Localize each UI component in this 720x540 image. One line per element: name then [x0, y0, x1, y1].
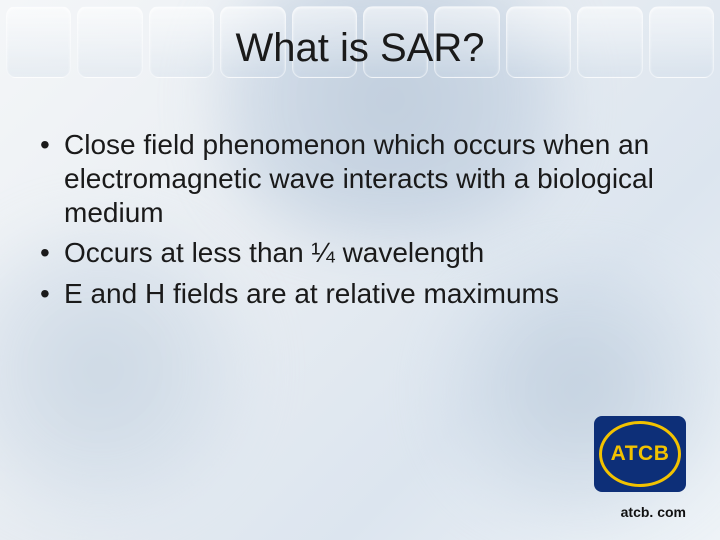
slide-title: What is SAR? [0, 26, 720, 71]
slide-body: Close field phenomenon which occurs when… [38, 128, 660, 317]
slide: What is SAR? Close field phenomenon whic… [0, 0, 720, 540]
bullet-item: Close field phenomenon which occurs when… [38, 128, 660, 230]
bullet-item: Occurs at less than ¼ wavelength [38, 236, 660, 270]
logo-badge: ATCB [594, 416, 686, 492]
logo-text: ATCB [599, 421, 681, 487]
footer-url: atcb. com [621, 504, 686, 520]
bullet-item: E and H fields are at relative maximums [38, 277, 660, 311]
